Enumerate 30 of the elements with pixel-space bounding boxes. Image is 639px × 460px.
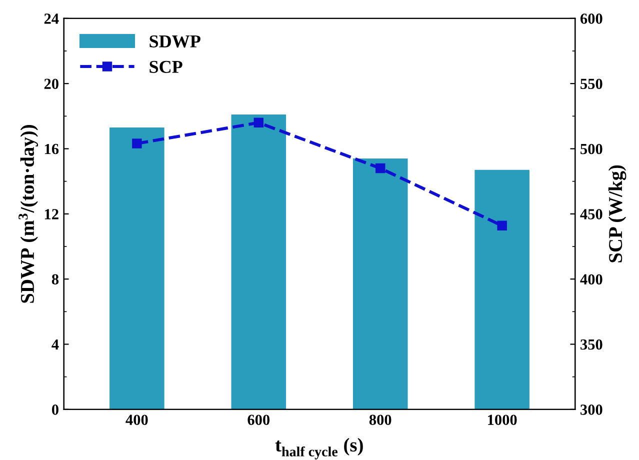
legend-label: SDWP: [150, 35, 200, 48]
point: [497, 220, 507, 230]
x-tick-label: 400: [126, 414, 148, 426]
y-tick-label: 24: [44, 14, 59, 24]
y-tick-label: 4: [52, 339, 59, 350]
y-tick-label: 16: [44, 144, 59, 154]
y2-tick-label: 350: [580, 339, 602, 350]
y2-tick-label: 450: [580, 209, 602, 220]
y-tick-label: 8: [52, 274, 59, 285]
x-tick-label: 600: [248, 414, 270, 426]
y2-axis-title: SCP (W/kg): [608, 165, 626, 262]
x-tick-label: 1000: [488, 414, 517, 426]
y-axis-title: SDWP (m$^{3}$/(ton·day)): [18, 124, 38, 303]
point: [375, 163, 386, 174]
y-tick-label: 0: [52, 404, 58, 415]
y-tick-label: 12: [44, 209, 58, 220]
y2-tick-label: 400: [580, 274, 602, 285]
y2-tick-label: 500: [580, 144, 602, 154]
legend-label: SCP: [150, 60, 182, 73]
y2-tick-label: 550: [580, 78, 602, 90]
y-tick-label: 20: [44, 78, 58, 90]
point: [132, 138, 142, 148]
x-tick-label: 800: [369, 414, 392, 426]
y2-tick-label: 600: [580, 14, 602, 24]
bar: [231, 114, 286, 410]
bar: [110, 128, 164, 410]
bar: [474, 170, 530, 410]
point: [254, 118, 264, 128]
bar: [352, 158, 408, 410]
y2-tick-label: 300: [580, 404, 602, 415]
